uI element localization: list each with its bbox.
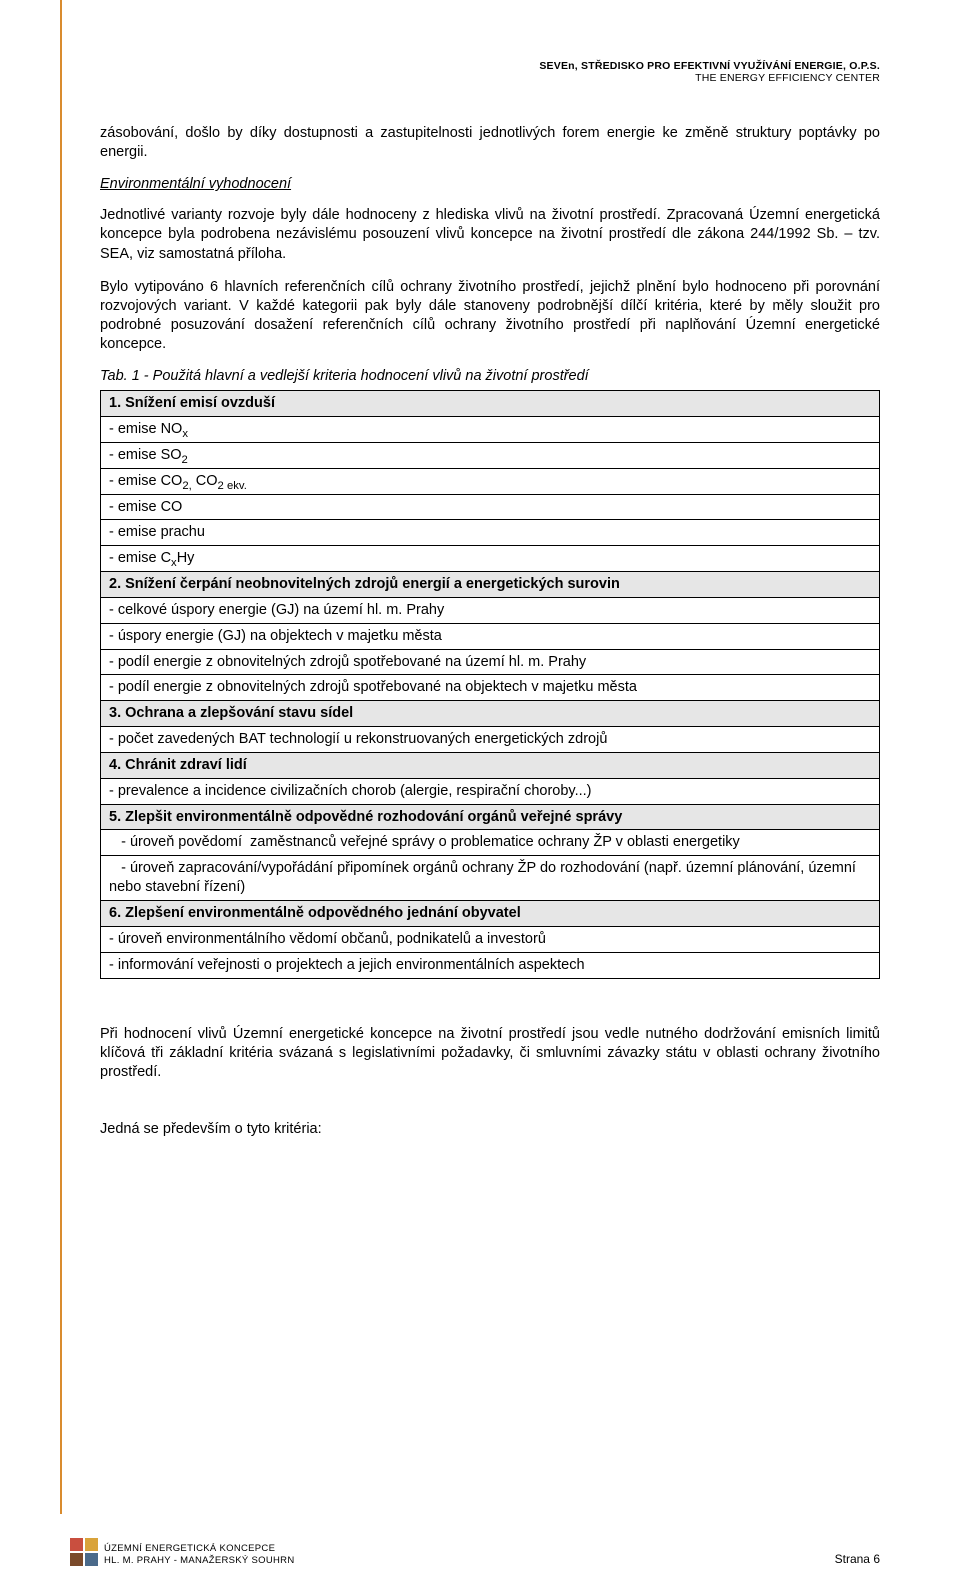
- paragraph-6: Jedná se především o tyto kritéria:: [100, 1120, 880, 1139]
- table-row: - celkové úspory energie (GJ) na území h…: [101, 597, 880, 623]
- table-section-head: 3. Ochrana a zlepšování stavu sídel: [101, 701, 880, 727]
- page: SEVEn, STŘEDISKO PRO EFEKTIVNÍ VYUŽÍVÁNÍ…: [0, 0, 960, 1594]
- table-row: - emise CxHy: [101, 546, 880, 572]
- table-section-head: 4. Chránit zdraví lidí: [101, 752, 880, 778]
- page-footer: ÚZEMNÍ ENERGETICKÁ KONCEPCE HL. M. PRAHY…: [70, 1538, 880, 1566]
- paragraph-1: zásobování, došlo by díky dostupnosti a …: [100, 124, 880, 162]
- table-section-head: 6. Zlepšení environmentálně odpovědného …: [101, 901, 880, 927]
- table-caption: Tab. 1 - Použitá hlavní a vedlejší krite…: [100, 368, 880, 384]
- table-row: - úroveň povědomí zaměstnanců veřejné sp…: [101, 830, 880, 856]
- footer-line2: HL. M. PRAHY - MANAŽERSKÝ SOUHRN: [104, 1555, 294, 1566]
- table-section-head: 1. Snížení emisí ovzduší: [101, 391, 880, 417]
- table-row: - prevalence a incidence civilizačních c…: [101, 778, 880, 804]
- left-margin-rule: [60, 0, 62, 1514]
- footer-text: ÚZEMNÍ ENERGETICKÁ KONCEPCE HL. M. PRAHY…: [104, 1543, 294, 1566]
- footer-page-number: Strana 6: [835, 1552, 880, 1566]
- table-section-head: 2. Snížení čerpání neobnovitelných zdroj…: [101, 572, 880, 598]
- table-row: - podíl energie z obnovitelných zdrojů s…: [101, 675, 880, 701]
- table-row: - emise prachu: [101, 520, 880, 546]
- page-header: SEVEn, STŘEDISKO PRO EFEKTIVNÍ VYUŽÍVÁNÍ…: [100, 60, 880, 84]
- footer-logo-icon: [70, 1538, 98, 1566]
- table-row: - podíl energie z obnovitelných zdrojů s…: [101, 649, 880, 675]
- section-subhead: Environmentální vyhodnocení: [100, 176, 880, 192]
- table-row: - emise CO2, CO2 ekv.: [101, 468, 880, 494]
- paragraph-3: Jednotlivé varianty rozvoje byly dále ho…: [100, 206, 880, 263]
- table-row: - emise SO2: [101, 442, 880, 468]
- header-subtitle: THE ENERGY EFFICIENCY CENTER: [100, 72, 880, 84]
- header-company-name: SEVEn, STŘEDISKO PRO EFEKTIVNÍ VYUŽÍVÁNÍ…: [100, 60, 880, 72]
- table-row: - počet zavedených BAT technologií u rek…: [101, 727, 880, 753]
- table-row: - úspory energie (GJ) na objektech v maj…: [101, 623, 880, 649]
- table-row: - úroveň zapracování/vypořádání připomín…: [101, 856, 880, 901]
- table-row: - emise CO: [101, 494, 880, 520]
- footer-line1: ÚZEMNÍ ENERGETICKÁ KONCEPCE: [104, 1543, 275, 1554]
- paragraph-5: Při hodnocení vlivů Územní energetické k…: [100, 1025, 880, 1082]
- table-row: - úroveň environmentálního vědomí občanů…: [101, 926, 880, 952]
- criteria-table: 1. Snížení emisí ovzduší- emise NOx- emi…: [100, 390, 880, 978]
- footer-left: ÚZEMNÍ ENERGETICKÁ KONCEPCE HL. M. PRAHY…: [70, 1538, 294, 1566]
- paragraph-4: Bylo vytipováno 6 hlavních referenčních …: [100, 278, 880, 355]
- table-row: - informování veřejnosti o projektech a …: [101, 952, 880, 978]
- table-section-head: 5. Zlepšit environmentálně odpovědné roz…: [101, 804, 880, 830]
- table-row: - emise NOx: [101, 416, 880, 442]
